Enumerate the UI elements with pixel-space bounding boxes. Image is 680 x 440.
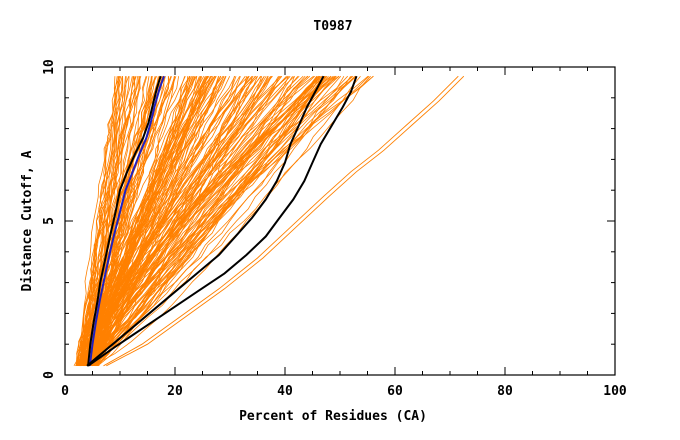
model-curve bbox=[79, 76, 225, 366]
x-tick-label: 20 bbox=[167, 384, 183, 399]
model-curve bbox=[91, 76, 254, 367]
x-tick-label: 40 bbox=[277, 384, 293, 399]
model-curve bbox=[78, 76, 140, 366]
model-curve bbox=[94, 75, 332, 367]
y-axis-ticks: 0 5 10 bbox=[42, 59, 615, 379]
background-curves bbox=[73, 75, 374, 367]
series-orange-outlier-2 bbox=[103, 75, 459, 367]
model-curve bbox=[82, 75, 295, 366]
x-tick-label: 100 bbox=[603, 384, 627, 399]
y-tick-label: 10 bbox=[42, 59, 57, 75]
series-blue-steep bbox=[88, 75, 165, 366]
y-tick-label: 5 bbox=[42, 217, 57, 225]
model-curve bbox=[83, 75, 354, 366]
model-curve bbox=[87, 76, 198, 366]
y-tick-label: 0 bbox=[42, 371, 57, 379]
model-curve bbox=[80, 76, 120, 366]
model-curve bbox=[90, 76, 152, 366]
series-orange-outlier bbox=[106, 75, 465, 367]
y-axis-label: Distance Cutoff, A bbox=[20, 150, 35, 291]
model-curve bbox=[75, 76, 137, 366]
model-curve bbox=[86, 75, 282, 367]
series-black-wide-1 bbox=[86, 75, 325, 367]
model-curve bbox=[76, 76, 172, 366]
model-curve bbox=[77, 75, 321, 367]
model-curve bbox=[79, 76, 269, 367]
model-curve bbox=[96, 76, 201, 366]
x-tick-label: 60 bbox=[387, 384, 403, 399]
x-axis-label: Percent of Residues (CA) bbox=[239, 409, 427, 424]
series-black-steep bbox=[87, 75, 162, 366]
model-curve bbox=[81, 76, 119, 366]
model-curve bbox=[84, 75, 371, 366]
model-curve bbox=[88, 76, 295, 367]
chart-title: T0987 bbox=[313, 19, 352, 34]
model-curve bbox=[95, 75, 215, 366]
model-curve bbox=[88, 75, 328, 367]
model-curve bbox=[83, 76, 157, 366]
x-tick-label: 80 bbox=[497, 384, 513, 399]
model-curve bbox=[82, 76, 122, 366]
model-curve bbox=[77, 76, 193, 366]
model-curve bbox=[82, 75, 356, 367]
model-curve bbox=[77, 76, 214, 366]
series-layer bbox=[86, 75, 465, 367]
model-curve bbox=[87, 76, 219, 367]
series-black-wide-2 bbox=[87, 75, 358, 367]
x-tick-label: 0 bbox=[61, 384, 69, 399]
model-curve bbox=[81, 75, 345, 367]
x-axis-ticks: 0 20 40 60 80 100 bbox=[61, 67, 627, 399]
model-curve bbox=[93, 75, 311, 367]
model-curve bbox=[81, 76, 161, 366]
model-curve bbox=[97, 76, 169, 366]
model-curve bbox=[91, 75, 224, 366]
